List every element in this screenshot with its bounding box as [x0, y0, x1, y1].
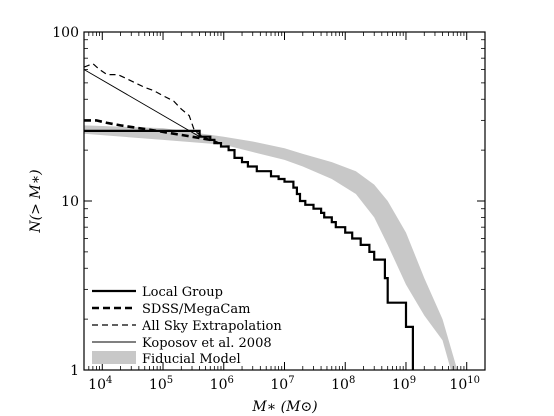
- x-tick-label: 1010: [449, 375, 480, 393]
- series-sdss-megacam-line: [84, 119, 219, 145]
- y-tick-label: 100: [52, 25, 79, 41]
- legend-label-koposov-et-al-2008: Koposov et al. 2008: [142, 336, 272, 351]
- legend-swatch-fiducial-model: [92, 351, 136, 364]
- series-local-group-line: [84, 129, 414, 370]
- x-tick-label: 104: [88, 375, 112, 393]
- x-tick-label: 107: [270, 375, 294, 393]
- y-tick-label: 10: [61, 194, 79, 210]
- legend-label-local-group: Local Group: [142, 285, 223, 300]
- series-fiducial-model-band: [84, 125, 458, 370]
- x-tick-label: 108: [331, 375, 355, 393]
- y-axis-label: N(> M∗): [28, 169, 44, 233]
- x-tick-label: 105: [149, 375, 173, 393]
- legend: Local Group SDSS/MegaCam All Sky Extrapola…: [92, 285, 282, 367]
- series-all-sky-extrapolation-line: [84, 62, 219, 144]
- x-tick-label: 109: [392, 375, 416, 393]
- x-tick-label: 106: [210, 375, 234, 393]
- legend-label-sdss-megacam: SDSS/MegaCam: [142, 302, 250, 317]
- y-tick-label: 1: [70, 363, 79, 379]
- legend-label-all-sky-extrapolation: All Sky Extrapolation: [141, 319, 282, 334]
- series-koposov-et-al-2008-line: [84, 69, 200, 138]
- x-axis-label: M∗ (M⊙): [251, 399, 317, 415]
- legend-label-fiducial-model: Fiducial Model: [142, 352, 241, 367]
